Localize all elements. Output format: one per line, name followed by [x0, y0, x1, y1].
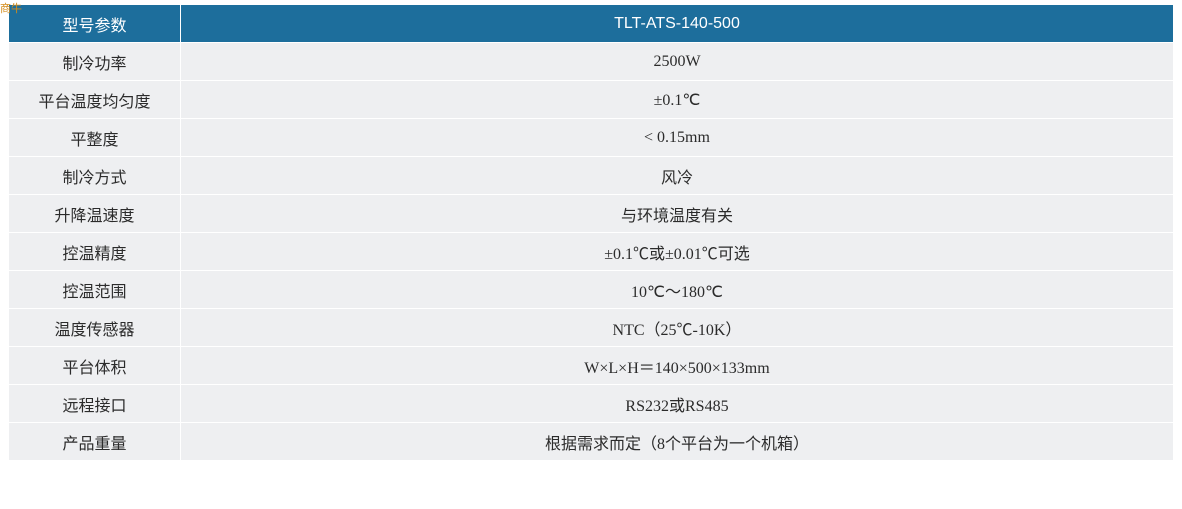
- table-header-row: 型号参数 TLT-ATS-140-500: [9, 5, 1174, 43]
- spec-label: 控温精度: [9, 233, 181, 271]
- spec-label: 制冷功率: [9, 43, 181, 81]
- spec-value: 风冷: [181, 157, 1174, 195]
- header-label-col: 型号参数: [9, 5, 181, 43]
- spec-label: 平台温度均匀度: [9, 81, 181, 119]
- table-row: 平台温度均匀度±0.1℃: [9, 81, 1174, 119]
- table-row: 远程接口RS232或RS485: [9, 385, 1174, 423]
- spec-label: 升降温速度: [9, 195, 181, 233]
- table-row: 制冷功率2500W: [9, 43, 1174, 81]
- spec-value: NTC（25℃-10K）: [181, 309, 1174, 347]
- spec-value: RS232或RS485: [181, 385, 1174, 423]
- spec-label: 平台体积: [9, 347, 181, 385]
- table-row: 升降温速度与环境温度有关: [9, 195, 1174, 233]
- spec-value: W×L×H＝140×500×133mm: [181, 347, 1174, 385]
- spec-value: 2500W: [181, 43, 1174, 81]
- table-row: 平整度< 0.15mm: [9, 119, 1174, 157]
- table-body: 制冷功率2500W平台温度均匀度±0.1℃平整度< 0.15mm制冷方式风冷升降…: [9, 43, 1174, 461]
- table-row: 控温范围10℃～180℃: [9, 271, 1174, 309]
- table-row: 控温精度±0.1℃或±0.01℃可选: [9, 233, 1174, 271]
- spec-value: 根据需求而定（8个平台为一个机箱）: [181, 423, 1174, 461]
- table-row: 产品重量根据需求而定（8个平台为一个机箱）: [9, 423, 1174, 461]
- spec-value: 与环境温度有关: [181, 195, 1174, 233]
- spec-label: 温度传感器: [9, 309, 181, 347]
- spec-value: ±0.1℃: [181, 81, 1174, 119]
- spec-label: 远程接口: [9, 385, 181, 423]
- spec-label: 控温范围: [9, 271, 181, 309]
- watermark-text: 商牛: [0, 0, 22, 16]
- spec-value: ±0.1℃或±0.01℃可选: [181, 233, 1174, 271]
- table-row: 制冷方式风冷: [9, 157, 1174, 195]
- spec-value: < 0.15mm: [181, 119, 1174, 157]
- table-row: 温度传感器NTC（25℃-10K）: [9, 309, 1174, 347]
- spec-table: 型号参数 TLT-ATS-140-500 制冷功率2500W平台温度均匀度±0.…: [8, 4, 1174, 461]
- table-row: 平台体积W×L×H＝140×500×133mm: [9, 347, 1174, 385]
- spec-value: 10℃～180℃: [181, 271, 1174, 309]
- header-value-col: TLT-ATS-140-500: [181, 5, 1174, 43]
- spec-label: 产品重量: [9, 423, 181, 461]
- spec-label: 平整度: [9, 119, 181, 157]
- spec-label: 制冷方式: [9, 157, 181, 195]
